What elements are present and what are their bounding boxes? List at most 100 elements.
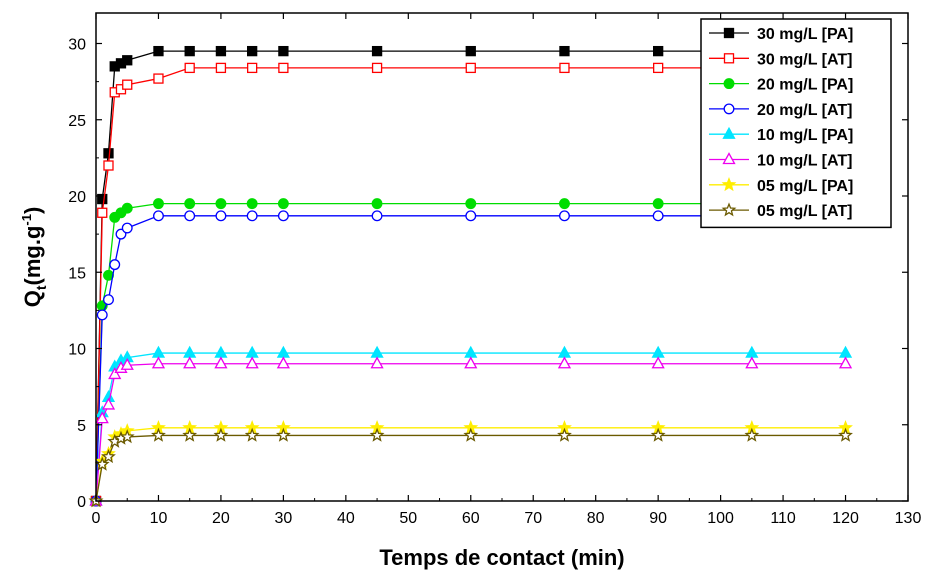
data-point — [246, 198, 258, 210]
data-point — [371, 198, 383, 210]
y-tick-label: 25 — [68, 113, 86, 130]
legend-marker — [721, 202, 737, 217]
data-point — [465, 198, 477, 210]
legend-entry: 30 mg/L [AT] — [709, 51, 852, 68]
data-point — [184, 198, 196, 210]
data-point — [245, 356, 259, 369]
data-point — [103, 148, 114, 159]
data-point — [371, 210, 383, 222]
data-point — [103, 294, 114, 306]
data-point — [151, 356, 166, 369]
data-point — [278, 45, 289, 57]
x-tick-label: 50 — [399, 510, 417, 527]
data-point — [153, 210, 164, 222]
legend-marker — [723, 103, 735, 115]
legend-marker — [721, 177, 737, 192]
data-point — [96, 309, 108, 321]
data-point — [277, 198, 289, 210]
series-layer — [88, 45, 853, 508]
data-point — [652, 210, 664, 222]
legend-entry: 05 mg/L [PA] — [709, 177, 853, 195]
data-point — [464, 356, 478, 369]
data-point — [121, 222, 133, 234]
legend-entry: 20 mg/L [PA] — [709, 77, 853, 94]
data-point — [119, 429, 135, 444]
x-tick-label: 0 — [92, 510, 101, 527]
data-point — [108, 367, 122, 380]
data-point — [103, 160, 114, 171]
data-point — [245, 345, 259, 358]
data-point — [97, 207, 108, 218]
data-point — [744, 427, 760, 442]
data-point — [101, 448, 116, 464]
y-tick-label: 0 — [77, 494, 86, 511]
legend-entry: 05 mg/L [AT] — [709, 202, 852, 220]
data-point — [122, 79, 133, 90]
data-point — [651, 345, 665, 358]
data-point — [650, 427, 666, 442]
x-tick-label: 40 — [337, 510, 355, 527]
data-point — [370, 356, 384, 369]
data-point — [120, 357, 134, 370]
legend-entry: 30 mg/L [PA] — [709, 26, 853, 43]
data-point — [464, 345, 478, 358]
legend-box — [700, 18, 892, 229]
data-point — [122, 55, 133, 66]
x-tick-label: 70 — [524, 510, 542, 527]
data-point — [465, 45, 476, 57]
data-point — [121, 202, 133, 214]
data-point — [247, 45, 258, 57]
data-point — [557, 356, 572, 369]
legend-label: 10 mg/L [AT] — [757, 153, 852, 170]
data-point — [276, 356, 290, 369]
legend-marker — [723, 78, 735, 90]
data-point — [838, 345, 853, 358]
data-point — [371, 45, 383, 57]
data-point — [151, 345, 166, 358]
data-point — [151, 427, 166, 442]
x-tick-label: 80 — [587, 510, 605, 527]
data-point — [276, 345, 290, 358]
data-point — [215, 62, 227, 74]
data-point — [652, 198, 664, 210]
y-tick-label: 20 — [68, 189, 86, 206]
x-tick-label: 30 — [274, 510, 292, 527]
data-point — [101, 397, 116, 410]
data-point — [97, 193, 108, 205]
x-tick-label: 110 — [770, 510, 796, 527]
data-point — [184, 210, 196, 222]
y-tick-label: 10 — [68, 342, 86, 359]
data-point — [153, 198, 164, 210]
data-point — [745, 345, 759, 358]
x-tick-label: 20 — [212, 510, 230, 527]
data-point — [246, 210, 258, 222]
legend-marker — [722, 152, 736, 165]
y-tick-label: 15 — [68, 265, 86, 282]
x-tick-label: 10 — [150, 510, 168, 527]
data-point — [277, 210, 289, 222]
y-tick-label: 5 — [77, 418, 86, 435]
data-point — [184, 45, 195, 57]
legend-marker — [723, 27, 735, 39]
x-tick-label: 100 — [707, 510, 734, 527]
legend-label: 20 mg/L [AT] — [757, 102, 852, 119]
legend-label: 10 mg/L [PA] — [757, 127, 853, 144]
data-point — [215, 210, 227, 222]
x-tick-label: 90 — [649, 510, 667, 527]
data-point — [213, 427, 229, 442]
data-point — [183, 345, 197, 358]
legend: 30 mg/L [PA] 30 mg/L [AT] 20 mg/L [PA] 20 m… — [700, 18, 892, 229]
data-point — [651, 356, 665, 369]
y-tick-label: 30 — [68, 37, 86, 54]
data-point — [184, 62, 195, 74]
legend-marker — [723, 53, 735, 64]
legend-entry: 10 mg/L [PA] — [709, 126, 853, 144]
data-point — [214, 345, 228, 358]
data-point — [653, 45, 664, 57]
data-point — [838, 356, 853, 369]
data-point — [109, 259, 121, 271]
data-point — [559, 45, 570, 57]
series-3 — [90, 210, 851, 507]
legend-label: 30 mg/L [PA] — [757, 26, 853, 43]
